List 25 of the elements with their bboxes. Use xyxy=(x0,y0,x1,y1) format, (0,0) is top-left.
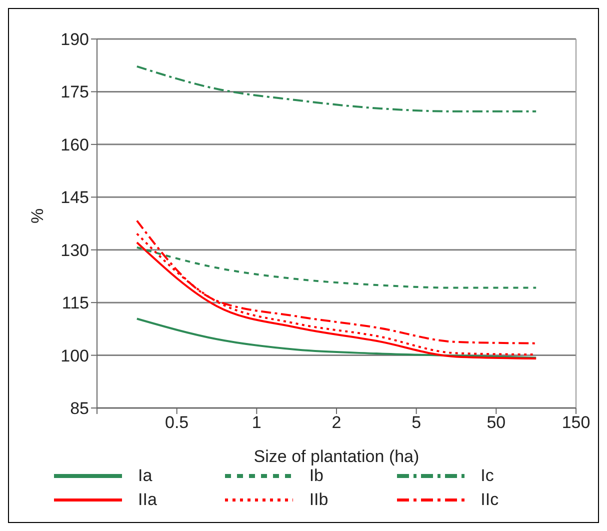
line-series xyxy=(136,318,538,359)
x-axis-title: Size of plantation (ha) xyxy=(254,447,420,466)
legend-label: Ia xyxy=(138,466,152,486)
legend-label: IIb xyxy=(309,490,328,510)
y-tick-label: 115 xyxy=(62,294,89,313)
x-tick-label: 150 xyxy=(562,413,590,432)
line-series xyxy=(136,65,538,112)
y-tick-label: 190 xyxy=(60,30,89,50)
y-tick-label: 85 xyxy=(70,399,89,418)
y-tick-label: 100 xyxy=(60,346,89,366)
x-tick-label: 50 xyxy=(486,413,506,432)
legend-label: IIc xyxy=(480,490,499,510)
y-tick-label: 145 xyxy=(60,188,89,208)
x-tick-label: 0.5 xyxy=(165,413,189,432)
x-tick-label: 1 xyxy=(252,413,262,432)
legend-label: Ib xyxy=(309,466,324,486)
y-axis-title: % xyxy=(28,208,48,224)
legend-label: IIa xyxy=(138,490,157,510)
legend-label: Ic xyxy=(480,466,494,486)
x-tick-label: 2 xyxy=(332,413,342,432)
y-tick-label: 130 xyxy=(60,240,89,260)
x-tick-label: 5 xyxy=(412,413,422,432)
line-series xyxy=(136,246,538,289)
y-tick-label: 175 xyxy=(60,82,89,102)
y-tick-label: 160 xyxy=(60,135,89,154)
